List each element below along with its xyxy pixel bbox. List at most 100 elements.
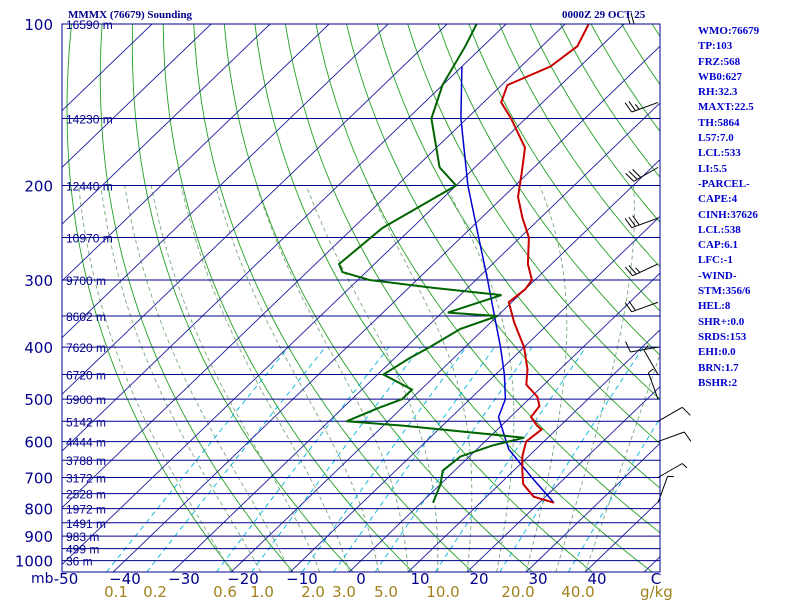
height-label: 16590 m (66, 18, 113, 32)
mixing-ratio-line (374, 346, 533, 572)
mixing-ratio-label: 0.6 (213, 583, 237, 600)
pressure-unit-label: mb (31, 571, 54, 587)
pressure-label: 1000 (15, 553, 53, 571)
wind-barb (625, 166, 659, 182)
temperature-tick-label: −20 (227, 570, 259, 588)
isotherm (62, 24, 625, 566)
mixing-ratio-label: 0.2 (143, 583, 167, 600)
moist-adiabat (445, 185, 515, 572)
index-item: RH:32.3 (698, 86, 738, 99)
index-item: FRZ:568 (698, 55, 741, 68)
wind-barb (647, 368, 659, 400)
wind-barbs (624, 12, 692, 503)
mixing-ratio-label: 3.0 (332, 583, 356, 600)
mixing-ratio-line (146, 346, 326, 572)
index-item: LCL:538 (698, 223, 741, 236)
mixing-ratio-label: 5.0 (374, 583, 398, 600)
pressure-label: 400 (24, 339, 53, 357)
temperature-tick-label: C (651, 570, 661, 588)
wind-barb (657, 431, 692, 443)
wind-barb (624, 300, 659, 313)
wind-barb (624, 215, 659, 229)
mixing-ratio-unit-label: g/kg (640, 583, 673, 600)
pressure-label: 600 (24, 434, 53, 452)
height-label: 983 m (66, 530, 99, 544)
isotherm (112, 45, 660, 572)
temperature-trace (500, 24, 590, 504)
index-item: WB0:627 (698, 70, 742, 83)
isotherm (466, 385, 660, 572)
index-item: BSHR:2 (698, 376, 738, 389)
isotherm (62, 24, 507, 452)
moist-adiabat (124, 185, 291, 572)
moist-adiabat (215, 185, 380, 572)
height-label: 3788 m (66, 454, 106, 468)
height-label: 9700 m (66, 274, 106, 288)
moist-adiabat (555, 185, 635, 572)
temperature-tick-label: 10 (410, 570, 429, 588)
temperature-tick-label: −30 (168, 570, 200, 588)
pressure-label: 900 (24, 528, 53, 546)
index-item: CAPE:4 (698, 193, 738, 206)
moist-adiabat (100, 185, 262, 572)
dry-adiabat (346, 24, 660, 489)
index-item: CAP:6.1 (698, 239, 739, 252)
temperature-tick-label: 0 (356, 570, 366, 588)
dry-adiabat (468, 24, 660, 312)
dry-adiabat (66, 24, 234, 572)
plot-area (62, 24, 660, 572)
height-label: 4444 m (66, 436, 106, 450)
pressure-label: 300 (24, 272, 53, 290)
isotherm (348, 272, 660, 572)
mixing-ratio-line (333, 346, 496, 572)
wind-barb (657, 406, 691, 422)
parcel-trace (460, 66, 555, 504)
dry-adiabat (193, 24, 473, 572)
wind-barb (624, 101, 659, 113)
height-label: 1972 m (66, 503, 106, 517)
moist-adiabat (525, 185, 568, 572)
temperature-tick-label: 30 (528, 570, 547, 588)
pressure-label: 100 (24, 16, 53, 34)
index-item: -WIND- (698, 269, 737, 282)
mixing-ratio-label: 1.0 (250, 583, 274, 600)
index-item: SHR+:0.0 (698, 315, 745, 328)
temperature-tick-label: −10 (286, 570, 318, 588)
index-item: STM:356/6 (698, 285, 751, 298)
height-label: 1491 m (66, 517, 106, 531)
chart-title: MMMX (76679) Sounding (68, 9, 193, 21)
index-item: LCL:533 (698, 147, 741, 160)
isotherm (62, 24, 448, 395)
mixing-ratio-line (435, 346, 587, 572)
temperature-tick-label: −40 (109, 570, 141, 588)
dry-adiabat (223, 24, 533, 572)
moist-adiabat (367, 185, 473, 572)
moist-adiabat (584, 352, 660, 572)
mixing-ratio-label: 40.0 (561, 583, 594, 600)
index-item: MAXT:22.5 (698, 101, 754, 114)
height-label: 12440 m (66, 180, 113, 194)
index-item: TP:103 (698, 40, 733, 53)
height-label: 499 m (66, 543, 99, 557)
index-item: -PARCEL- (698, 177, 750, 190)
mixing-ratio-line (499, 346, 644, 572)
plot-frame (61, 23, 661, 573)
index-item: LI:5.5 (698, 162, 728, 175)
mixing-ratio-label: 0.1 (104, 583, 128, 600)
index-item: HEL:8 (698, 300, 731, 313)
height-label: 2528 m (66, 488, 106, 502)
dry-adiabat (315, 24, 660, 534)
isotherm (171, 102, 660, 572)
isotherm (289, 215, 660, 572)
dewpoint-trace (337, 24, 525, 504)
isotherm (525, 442, 660, 572)
wind-barb (643, 345, 659, 375)
mixing-ratio-line (301, 346, 467, 572)
height-label: 6720 m (66, 369, 106, 383)
isotherm (62, 24, 212, 168)
index-item: WMO:76679 (698, 25, 760, 37)
mixing-ratio-label: 2.0 (301, 583, 325, 600)
chart-time: 0000Z 29 OCT 25 (562, 9, 646, 21)
